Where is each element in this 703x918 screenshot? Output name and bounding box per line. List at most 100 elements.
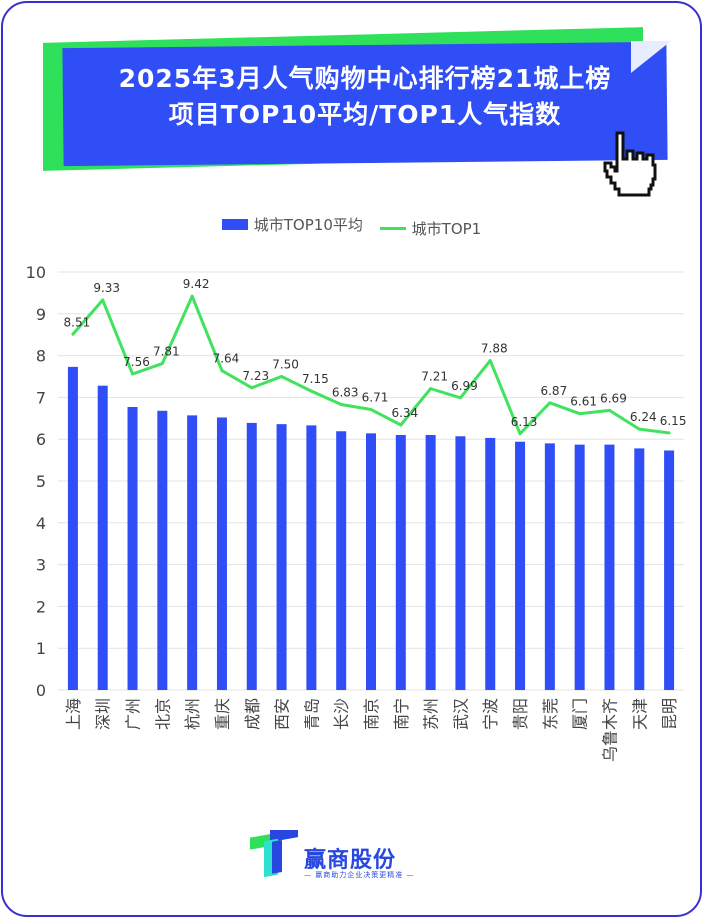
company-name: 赢商股份 — [304, 848, 397, 873]
data-label: 6.87 — [540, 384, 567, 398]
line-point — [399, 423, 403, 427]
x-tick-label: 南京 — [362, 698, 381, 730]
bar — [336, 431, 347, 690]
title-line-2: 项目TOP10平均/TOP1人气指数 — [168, 100, 562, 129]
data-label: 6.15 — [660, 414, 687, 428]
line-series — [71, 294, 671, 436]
y-tick-label: 6 — [36, 430, 46, 449]
bar — [187, 415, 198, 690]
y-tick-label: 8 — [36, 347, 46, 366]
data-label: 6.69 — [600, 391, 627, 405]
bar — [97, 385, 108, 690]
line-point — [160, 362, 164, 366]
y-tick-label: 1 — [36, 639, 46, 658]
data-label: 7.21 — [421, 370, 448, 384]
line-point — [607, 408, 611, 412]
y-tick-label: 7 — [36, 388, 46, 407]
company-logo-icon — [250, 830, 298, 878]
y-axis-ticks: 0 1 2 3 4 5 6 7 8 9 10 — [26, 263, 46, 700]
data-label: 8.51 — [64, 315, 91, 329]
data-label: 6.61 — [570, 395, 597, 409]
legend-line-label: 城市TOP1 — [411, 220, 482, 238]
x-tick-label: 西安 — [273, 698, 292, 730]
line-point — [667, 431, 671, 435]
y-tick-label: 4 — [36, 514, 46, 533]
line-point — [429, 387, 433, 391]
y-tick-label: 9 — [36, 305, 46, 324]
bar — [246, 422, 257, 690]
line-point — [101, 298, 105, 302]
y-tick-label: 3 — [36, 556, 46, 575]
company-slogan: — 赢商助力企业决策更精准 — — [304, 871, 415, 879]
x-tick-label: 北京 — [153, 698, 172, 730]
x-tick-label: 苏州 — [422, 698, 441, 730]
data-label: 6.71 — [362, 391, 389, 405]
data-label: 7.50 — [272, 358, 299, 372]
x-tick-label: 广州 — [124, 698, 143, 730]
x-tick-label: 长沙 — [332, 698, 351, 730]
legend-line-swatch — [379, 227, 406, 230]
bar — [604, 444, 615, 690]
x-tick-label: 厦门 — [571, 698, 590, 730]
pointing-hand-icon — [603, 131, 657, 197]
x-tick-label: 武汉 — [451, 698, 470, 730]
x-tick-label: 宁波 — [481, 698, 500, 730]
line-point — [518, 432, 522, 436]
data-label: 7.88 — [481, 342, 508, 356]
line-point — [309, 389, 313, 393]
chart-title: 2025年3月人气购物中心排行榜21城上榜 项目TOP10平均/TOP1人气指数 — [63, 61, 667, 133]
legend-bar-swatch — [221, 219, 248, 230]
bar — [574, 444, 585, 690]
bar-series — [67, 366, 675, 690]
x-tick-label: 东莞 — [541, 698, 560, 730]
data-label: 9.42 — [183, 277, 210, 291]
bar — [664, 450, 675, 690]
line-point — [488, 359, 492, 363]
line-point — [548, 401, 552, 405]
x-tick-label: 成都 — [243, 698, 262, 730]
bar — [425, 435, 436, 690]
chart-legend: 城市TOP10平均 城市TOP1 — [0, 214, 703, 239]
data-label: 6.83 — [332, 386, 359, 400]
y-tick-label: 0 — [36, 681, 46, 700]
bar — [455, 436, 466, 690]
x-tick-label: 重庆 — [213, 698, 232, 730]
y-tick-label: 2 — [36, 597, 46, 616]
bar — [127, 407, 138, 690]
bar — [634, 448, 645, 690]
legend-item-bar: 城市TOP10平均 — [221, 214, 363, 235]
bar — [395, 435, 406, 690]
x-axis-ticks: 上海 深圳 广州 北京 杭州 重庆 成都 西安 青岛 长沙 南京 南宁 苏州 武汉 宁波 贵阳 东莞 厦门 乌鲁木齐… — [64, 698, 679, 762]
x-tick-label: 上海 — [64, 698, 83, 730]
bar — [515, 441, 526, 690]
bar — [276, 424, 287, 690]
data-label: 6.13 — [511, 415, 538, 429]
x-tick-label: 天津 — [630, 698, 649, 730]
banner-fold — [631, 41, 671, 73]
x-tick-label: 贵阳 — [511, 698, 530, 730]
data-label: 7.81 — [153, 345, 180, 359]
line-point — [71, 332, 75, 336]
line-point — [578, 412, 582, 416]
line-point — [131, 372, 135, 376]
bar — [306, 425, 317, 690]
bar — [485, 437, 496, 690]
x-tick-label: 乌鲁木齐 — [600, 698, 619, 762]
data-label: 9.33 — [93, 281, 120, 295]
bar — [157, 410, 168, 690]
x-tick-label: 南宁 — [392, 698, 411, 730]
legend-bar-label: 城市TOP10平均 — [253, 216, 363, 234]
data-labels: 8.51 9.33 7.567.81 9.42 7.647.237.507.156.83… — [64, 277, 687, 429]
y-tick-label: 5 — [36, 472, 46, 491]
data-label: 7.15 — [302, 372, 329, 386]
line-point — [369, 408, 373, 412]
x-tick-label: 青岛 — [302, 698, 321, 730]
title-line-1: 2025年3月人气购物中心排行榜21城上榜 — [118, 64, 612, 93]
data-label: 7.64 — [213, 352, 240, 366]
line-point — [637, 427, 641, 431]
x-tick-label: 昆明 — [660, 698, 679, 730]
line-point — [458, 396, 462, 400]
bar — [216, 417, 227, 690]
line-point — [190, 294, 194, 298]
